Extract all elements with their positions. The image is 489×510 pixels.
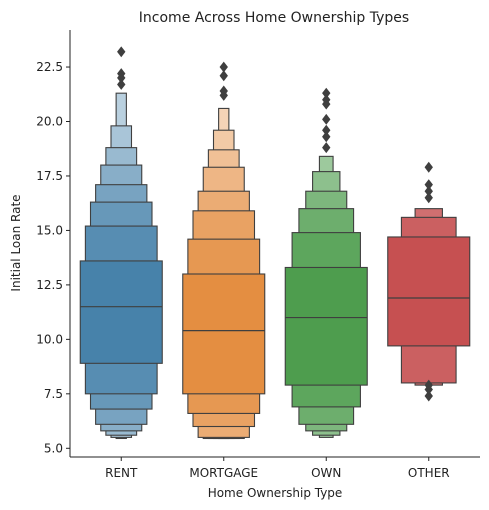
- boxen-level-box: [182, 273, 266, 395]
- outlier-point: [117, 46, 126, 58]
- y-axis-ticks: 5.0 7.5 10.0 12.5 15.0 17.5 20.0 22.5: [36, 60, 70, 455]
- boxen-other: [387, 161, 471, 402]
- y-tick-label: 5.0: [44, 441, 63, 455]
- outlier-point: [322, 94, 331, 106]
- outlier-point: [219, 70, 228, 82]
- y-tick-label: 20.0: [36, 115, 63, 129]
- chart-title: Income Across Home Ownership Types: [139, 10, 409, 26]
- outlier-point: [219, 85, 228, 97]
- outlier-point: [117, 79, 126, 90]
- x-tick-label: RENT: [105, 466, 138, 480]
- y-tick-label: 15.0: [36, 223, 63, 237]
- y-axis-label: Initial Loan Rate: [9, 194, 23, 291]
- outlier-point: [424, 379, 433, 391]
- boxen-level-box: [284, 266, 368, 386]
- outlier-point: [322, 142, 331, 154]
- outlier-point: [322, 87, 331, 99]
- x-tick-label: MORTGAGE: [189, 466, 258, 480]
- boxen-rent: [79, 46, 163, 440]
- boxen-level-box: [79, 260, 163, 364]
- outlier-point: [424, 161, 433, 173]
- outlier-point: [117, 68, 126, 80]
- plot-area: [79, 46, 471, 440]
- y-tick-label: 10.0: [36, 332, 63, 346]
- y-tick-label: 17.5: [36, 169, 63, 183]
- boxen-level-box: [387, 236, 471, 347]
- x-tick-label: OWN: [311, 466, 341, 480]
- x-tick-label: OTHER: [408, 466, 450, 480]
- x-axis-ticks: RENT MORTGAGE OWN OTHER: [105, 457, 450, 480]
- outlier-point: [424, 192, 433, 204]
- outlier-point: [424, 185, 433, 197]
- outlier-point: [424, 390, 433, 402]
- boxen-own: [284, 87, 368, 438]
- outlier-point: [322, 113, 331, 125]
- boxen-mortgage: [182, 61, 266, 440]
- outlier-point: [219, 61, 228, 73]
- outlier-point: [322, 131, 331, 143]
- y-tick-label: 7.5: [44, 387, 63, 401]
- outlier-point: [322, 124, 331, 136]
- y-tick-label: 22.5: [36, 60, 63, 74]
- outlier-point: [424, 179, 433, 191]
- y-tick-label: 12.5: [36, 278, 63, 292]
- x-axis-label: Home Ownership Type: [208, 486, 343, 500]
